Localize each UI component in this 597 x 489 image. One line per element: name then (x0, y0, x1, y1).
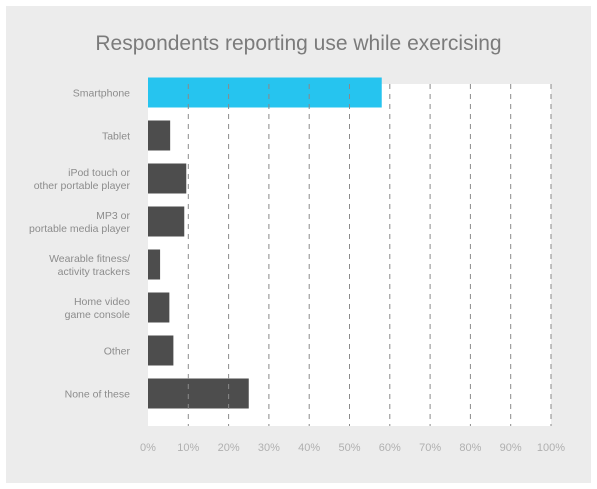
bar-5 (148, 292, 170, 323)
bar-6 (148, 335, 174, 366)
bar-4 (148, 249, 161, 280)
bar-3 (148, 206, 185, 237)
category-label: Tablet (102, 131, 130, 143)
category-label: Wearable fitness/activity trackers (49, 253, 130, 278)
bar-2 (148, 163, 187, 194)
x-tick-label: 10% (177, 442, 199, 454)
category-label: None of these (65, 389, 131, 401)
x-tick-label: 90% (500, 442, 522, 454)
x-tick-label: 40% (298, 442, 320, 454)
x-tick-label: 30% (258, 442, 280, 454)
category-label: iPod touch or other portable player (34, 167, 131, 192)
bar-0 (148, 77, 382, 108)
category-label: MP3 or portable media player (29, 210, 130, 235)
x-tick-label: 80% (459, 442, 481, 454)
category-label: Home video game console (65, 296, 131, 321)
x-tick-label: 20% (218, 442, 240, 454)
x-tick-label: 50% (338, 442, 360, 454)
category-label: Smartphone (73, 88, 130, 100)
category-label: Other (104, 346, 131, 358)
x-tick-label: 70% (419, 442, 441, 454)
x-tick-label: 0% (140, 442, 156, 454)
bar-1 (148, 120, 171, 151)
bar-7 (148, 378, 249, 409)
chart-title: Respondents reporting use while exercisi… (95, 32, 502, 55)
x-tick-label: 60% (379, 442, 401, 454)
x-tick-label: 100% (537, 442, 565, 454)
